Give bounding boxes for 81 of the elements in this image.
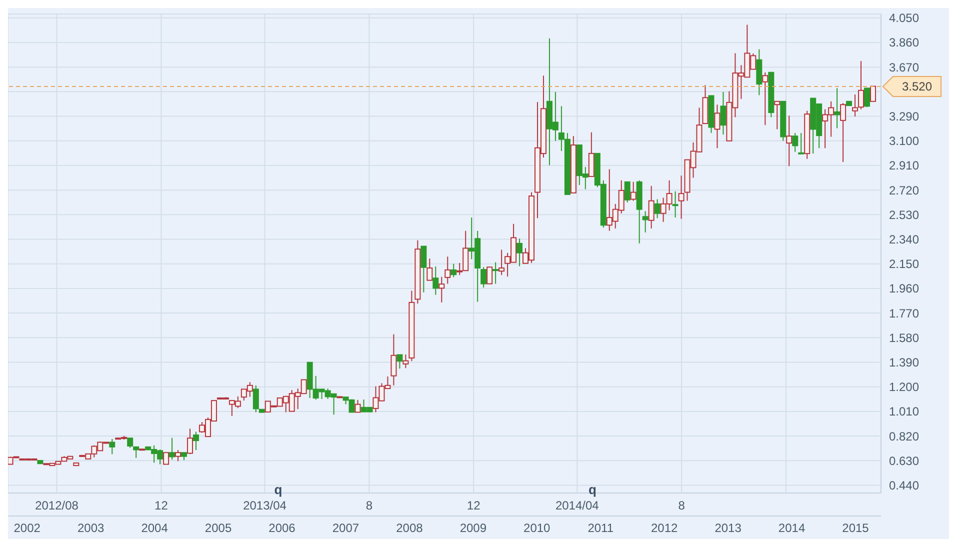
y-tick-label: 3.860	[889, 36, 920, 50]
annotation: q	[588, 482, 596, 497]
y-tick-label: 1.390	[889, 356, 920, 370]
candlestick	[187, 428, 194, 455]
candlestick	[648, 185, 654, 230]
x2-tick-label: 2010	[524, 521, 551, 535]
y-tick-label: 2.340	[889, 232, 920, 247]
candlestick	[624, 181, 630, 203]
x2-tick-label: 2011	[588, 521, 614, 535]
y-tick-label: 0.440	[889, 478, 920, 492]
candlestick	[354, 399, 361, 413]
ref-line-label: 3.520	[902, 79, 932, 94]
candlestick	[402, 354, 409, 369]
candlestick	[396, 354, 403, 370]
x2-tick-label: 2013	[714, 521, 742, 535]
candlestick	[450, 263, 457, 278]
y-tick-label: 2.530	[889, 208, 920, 222]
y-tick-label: 4.050	[889, 11, 920, 26]
candlestick	[192, 431, 199, 451]
x2-tick-label: 2009	[460, 521, 487, 535]
y-tick-label: 1.770	[889, 306, 920, 320]
candlestick	[588, 132, 594, 177]
candlestick	[438, 276, 445, 303]
candlestick	[840, 102, 846, 162]
y-tick-label: 2.910	[889, 158, 920, 173]
x2-tick-label: 2012	[650, 521, 678, 535]
candlestick	[127, 438, 134, 448]
x2-tick-label: 2004	[141, 521, 168, 535]
y-tick-label: 0.820	[889, 429, 920, 444]
candlestick	[786, 115, 792, 167]
y-tick-label: 1.200	[889, 380, 920, 394]
candlestick	[444, 256, 451, 284]
candlestick	[133, 446, 140, 458]
candlestick	[252, 384, 259, 413]
x2-tick-label: 2003	[77, 521, 105, 535]
candlestick	[169, 437, 176, 460]
candlestick	[480, 266, 487, 288]
candlestick	[654, 198, 660, 219]
y-tick-label: 2.150	[889, 257, 920, 272]
y-tick-label: 3.100	[889, 134, 920, 148]
candlestick	[432, 266, 439, 296]
candlestick	[720, 91, 726, 136]
candlestick	[762, 72, 768, 126]
y-tick-label: 3.670	[889, 60, 920, 74]
candlestick	[864, 88, 870, 108]
x-tick-label: 2012/08	[35, 498, 79, 513]
x2-tick-label: 2007	[332, 521, 360, 535]
annotation: q	[274, 482, 282, 497]
y-tick-label: 3.290	[889, 110, 920, 124]
x2-tick-label: 2005	[204, 521, 232, 535]
candlestick	[109, 438, 116, 455]
candlestick	[175, 450, 182, 462]
y-tick-label: 1.960	[889, 282, 920, 296]
candlestick	[870, 86, 876, 102]
x-tick-label: 8	[366, 498, 373, 513]
candlestick	[678, 175, 684, 220]
candlestick	[630, 181, 636, 202]
x-tick-label: 12	[466, 498, 481, 513]
x-tick-label: 8	[678, 498, 686, 513]
x-tick-label: 2013/04	[243, 498, 287, 513]
x-tick-label: 2014/04	[555, 498, 600, 513]
candlestick	[642, 210, 648, 233]
y-tick-label: 2.720	[889, 183, 920, 198]
candlestick	[516, 238, 523, 267]
candlestick	[834, 88, 840, 129]
x2-tick-label: 2015	[842, 521, 870, 535]
candlestick	[774, 100, 780, 130]
x2-tick-label: 2014	[778, 521, 806, 535]
candlestick	[714, 104, 720, 149]
candlestick	[390, 334, 397, 386]
candlestick	[426, 258, 433, 281]
x2-tick-label: 2002	[14, 521, 41, 535]
x2-tick-label: 2006	[268, 521, 296, 535]
y-tick-label: 1.010	[889, 404, 920, 419]
candlestick	[420, 246, 427, 293]
y-tick-label: 1.580	[889, 330, 920, 345]
y-tick-label: 0.630	[889, 454, 920, 468]
candlestick	[792, 132, 798, 152]
x-tick-label: 12	[154, 498, 168, 513]
candlestick	[163, 452, 170, 465]
x2-tick-label: 2008	[396, 521, 424, 535]
